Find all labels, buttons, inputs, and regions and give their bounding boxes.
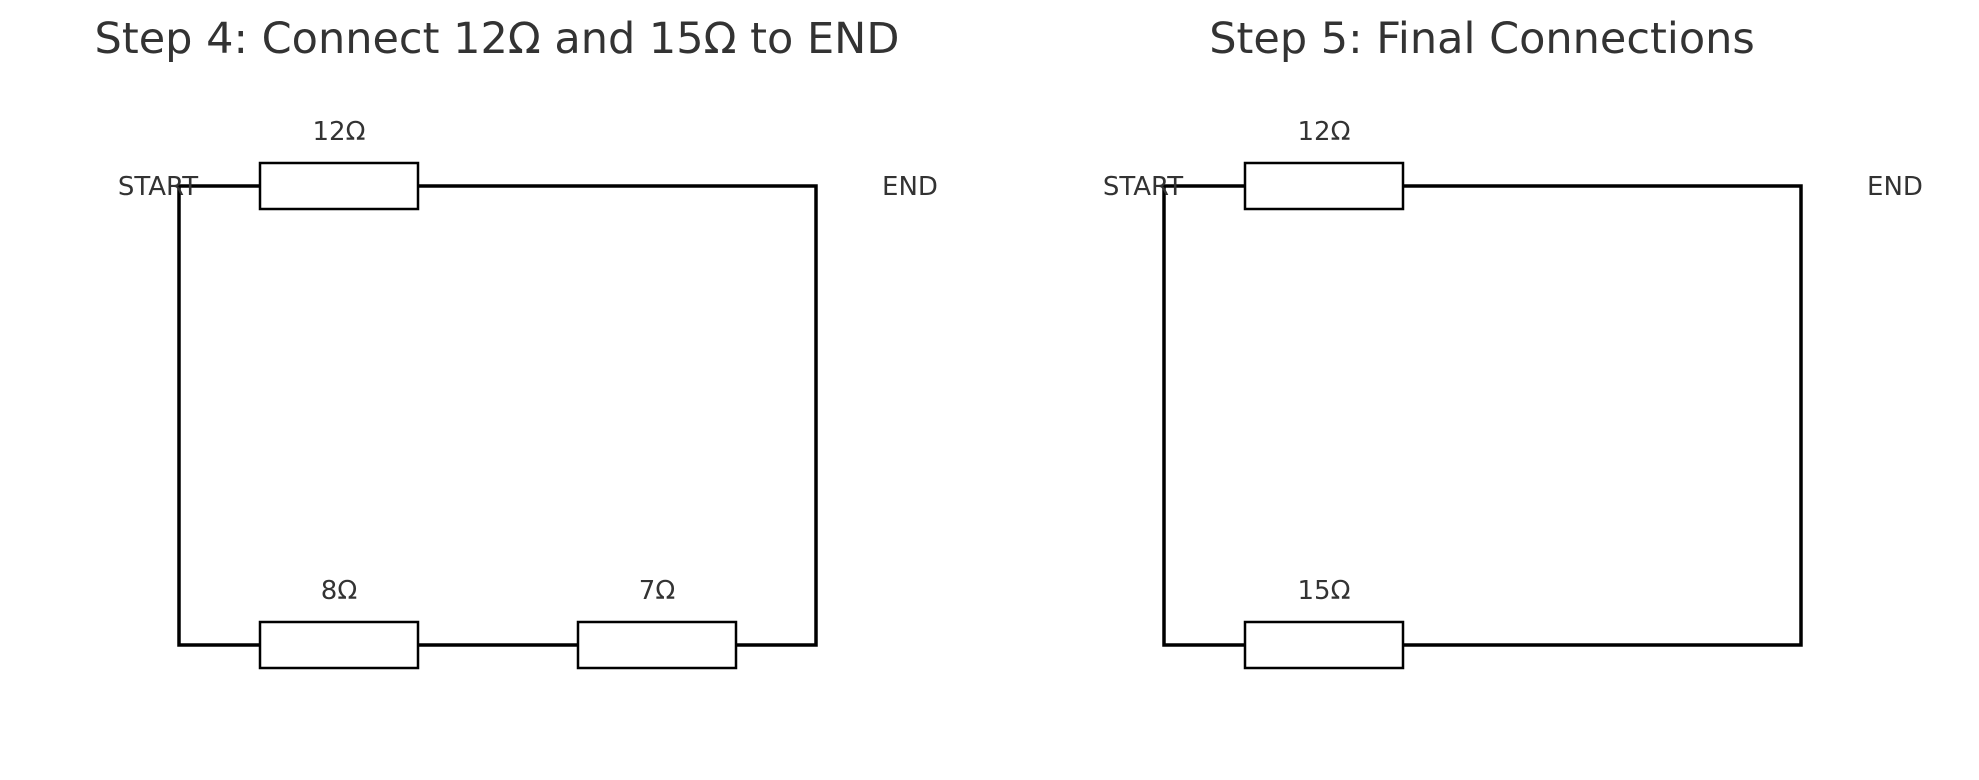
- resistor-bottom-left: 15Ω: [1243, 576, 1405, 670]
- resistor-label: 12Ω: [313, 117, 366, 147]
- resistor-label: 12Ω: [1298, 117, 1351, 147]
- panel-step-5: Step 5: Final Connections START END 12Ω …: [1103, 14, 1923, 670]
- start-label: START: [118, 172, 198, 202]
- resistor-label: 15Ω: [1298, 576, 1351, 606]
- resistor-symbol: [258, 620, 420, 670]
- resistor-symbol: [1243, 161, 1405, 211]
- resistor-bottom-right: 7Ω: [576, 576, 738, 670]
- circuit-loop: [177, 184, 818, 647]
- start-label: START: [1103, 172, 1183, 202]
- panel-step-4: Step 4: Connect 12Ω and 15Ω to END START…: [95, 14, 938, 670]
- resistor-symbol: [576, 620, 738, 670]
- resistor-top: 12Ω: [258, 117, 420, 211]
- circuit-loop: [1162, 184, 1803, 647]
- resistor-symbol: [1243, 620, 1405, 670]
- panel-title: Step 4: Connect 12Ω and 15Ω to END: [95, 14, 900, 64]
- resistor-label: 8Ω: [321, 576, 357, 606]
- resistor-symbol: [258, 161, 420, 211]
- resistor-bottom-left: 8Ω: [258, 576, 420, 670]
- resistor-label: 7Ω: [639, 576, 675, 606]
- panel-title: Step 5: Final Connections: [1209, 14, 1755, 64]
- resistor-top: 12Ω: [1243, 117, 1405, 211]
- end-label: END: [882, 172, 938, 202]
- end-label: END: [1867, 172, 1923, 202]
